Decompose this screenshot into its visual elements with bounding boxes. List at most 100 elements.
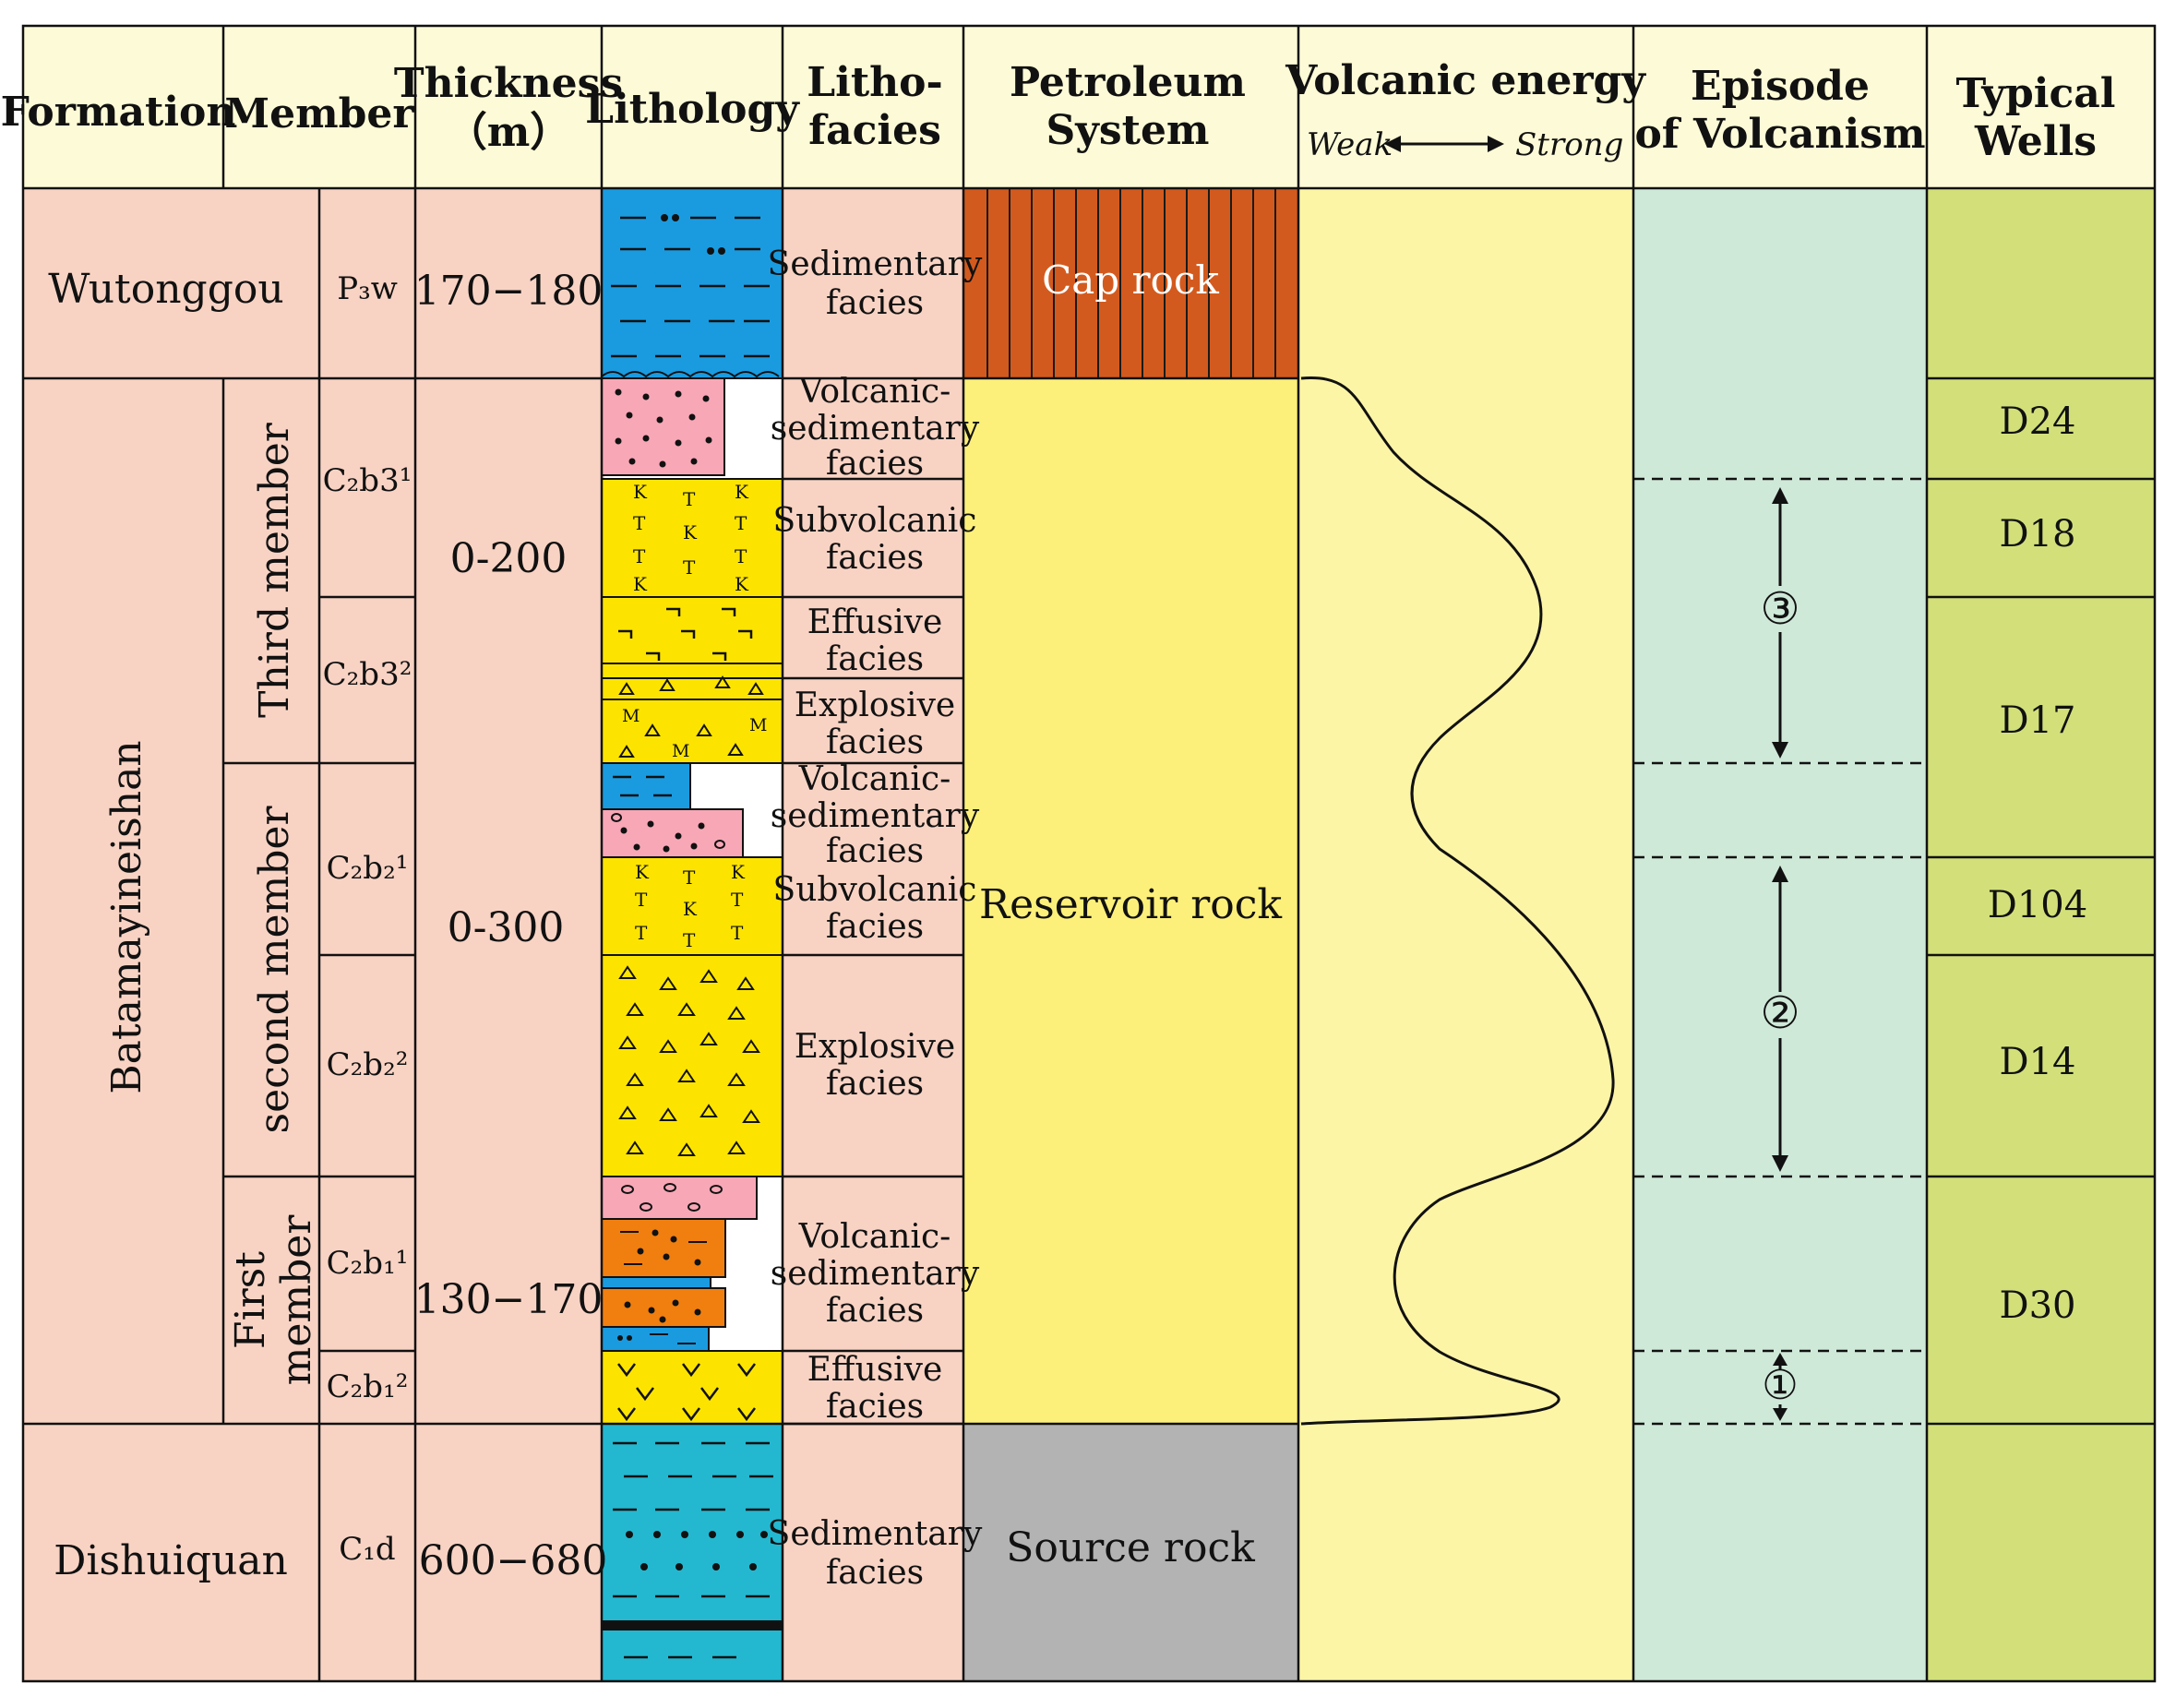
svg-text:M: M xyxy=(672,741,689,761)
header-volcanic-energy: Volcanic energy xyxy=(1285,57,1646,104)
facies-subvolcanic-1-1: Subvolcanic xyxy=(773,502,977,540)
member-second: second member xyxy=(251,806,298,1134)
svg-text:K: K xyxy=(683,898,698,920)
facies-explosive-2-1: Explosive xyxy=(795,1028,955,1066)
source-rock-label: Source rock xyxy=(1006,1524,1255,1571)
background-fills xyxy=(23,26,2155,1681)
svg-text:T: T xyxy=(633,545,646,567)
facies-volc-sed-3-1: Volcanic- xyxy=(798,1218,951,1256)
member-first-2: member xyxy=(273,1214,320,1386)
header-row-bg xyxy=(23,26,2155,188)
well-d18: D18 xyxy=(2000,513,2076,555)
submember-c2b3-1: C₂b3¹ xyxy=(323,462,412,499)
facies-effusive-1-1: Effusive xyxy=(807,603,943,641)
member-first-1: First xyxy=(227,1251,274,1349)
header-thickness-unit: （m） xyxy=(447,109,571,156)
member-third: Third member xyxy=(251,422,298,718)
facies-subvolcanic-1-2: facies xyxy=(826,539,924,577)
svg-text:T: T xyxy=(683,929,696,951)
svg-text:K: K xyxy=(633,573,648,595)
header-petroleum-1: Petroleum xyxy=(1010,59,1246,106)
svg-text:T: T xyxy=(683,488,696,510)
formation-dishuiquan: Dishuiquan xyxy=(54,1537,288,1584)
thickness-dishuiquan: 600−680 xyxy=(419,1537,608,1584)
petroleum-system-labels: Cap rock Reservoir rock Source rock xyxy=(979,257,1282,1571)
reservoir-rock-label: Reservoir rock xyxy=(979,881,1282,928)
svg-text:K: K xyxy=(683,521,698,543)
header-lithology: Lithology xyxy=(585,86,800,133)
volcanic-energy-bg xyxy=(1298,188,1633,1681)
well-d24: D24 xyxy=(2000,400,2076,443)
facies-column-bg xyxy=(783,188,963,1681)
svg-text:K: K xyxy=(731,861,746,883)
well-d17: D17 xyxy=(2000,699,2076,742)
submember-c2b1-2: C₂b₁² xyxy=(327,1368,409,1405)
table-grid xyxy=(21,24,2157,1683)
facies-effusive-1-2: facies xyxy=(826,640,924,678)
svg-text:T: T xyxy=(683,556,696,579)
facies-volc-sed-1-1: Volcanic- xyxy=(798,373,951,411)
code-dishuiquan: C₁d xyxy=(339,1531,395,1568)
thickness-wutonggou: 170−180 xyxy=(414,268,604,315)
header-strong: Strong xyxy=(1515,126,1623,163)
header-row: Formation Member Thickness （m） Lithology… xyxy=(1,57,2116,165)
thickness-first: 130−170 xyxy=(414,1276,604,1323)
reservoir-rock-block xyxy=(963,378,1298,1424)
header-member: Member xyxy=(224,90,414,137)
typical-wells: D24 D18 D17 D104 D14 D30 xyxy=(1988,400,2087,1327)
cap-rock-block xyxy=(963,188,1298,378)
header-formation: Formation xyxy=(1,89,236,136)
facies-effusive-2-2: facies xyxy=(826,1388,924,1426)
episode-1: ① xyxy=(1762,1362,1798,1409)
header-petroleum-2: System xyxy=(1046,107,1210,154)
facies-subvolcanic-2-1: Subvolcanic xyxy=(773,871,977,909)
facies-sedimentary-top-1: Sedimentary xyxy=(768,245,983,283)
volcanic-energy-curve xyxy=(1300,376,1615,1426)
thickness-second: 0-300 xyxy=(448,904,565,951)
header-episode-1: Episode xyxy=(1691,63,1870,110)
svg-text:T: T xyxy=(735,512,747,534)
facies-explosive-2-2: facies xyxy=(826,1065,924,1103)
submember-c2b2-1: C₂b₂¹ xyxy=(327,850,409,887)
submember-c2b1-1: C₂b₁¹ xyxy=(327,1245,409,1282)
svg-text:T: T xyxy=(633,512,646,534)
submember-c2b3-2: C₂b3² xyxy=(323,656,412,693)
facies-sedimentary-bottom-1: Sedimentary xyxy=(768,1515,983,1553)
episode-labels: ③ ② ① xyxy=(1760,583,1799,1409)
svg-text:K: K xyxy=(633,481,648,503)
header-wells-2: Wells xyxy=(1974,118,2097,165)
header-lithofacies-1: Litho- xyxy=(807,59,943,106)
svg-text:T: T xyxy=(735,545,747,567)
formation-area-bg xyxy=(23,188,604,1681)
facies-volc-sed-3-3: facies xyxy=(826,1292,924,1330)
facies-volc-sed-2-1: Volcanic- xyxy=(798,760,951,798)
episode-arrows xyxy=(1772,487,1788,1421)
svg-text:K: K xyxy=(735,573,749,595)
svg-text:T: T xyxy=(731,922,744,944)
facies-explosive-1-2: facies xyxy=(826,723,924,761)
weak-strong-arrow xyxy=(1384,136,1504,152)
facies-volc-sed-1-3: facies xyxy=(826,445,924,483)
cap-rock-label: Cap rock xyxy=(1042,257,1219,303)
thickness-third: 0-200 xyxy=(450,535,568,582)
episode-3: ③ xyxy=(1760,583,1799,635)
facies-volc-sed-2-2: sedimentary xyxy=(771,797,980,835)
facies-subvolcanic-2-2: facies xyxy=(826,908,924,946)
code-wutonggou: P₃w xyxy=(337,270,398,307)
facies-volc-sed-3-2: sedimentary xyxy=(771,1255,980,1293)
svg-text:T: T xyxy=(635,922,648,944)
facies-volc-sed-2-3: facies xyxy=(826,832,924,870)
facies-volc-sed-1-2: sedimentary xyxy=(771,410,980,448)
header-wells-1: Typical xyxy=(1956,70,2116,117)
svg-text:M: M xyxy=(622,706,640,726)
header-weak: Weak xyxy=(1307,126,1393,163)
episode-2: ② xyxy=(1760,987,1799,1039)
svg-text:K: K xyxy=(735,481,749,503)
submember-c2b2-2: C₂b₂² xyxy=(327,1046,409,1083)
lithofacies-labels: Sedimentary facies Volcanic- sedimentary… xyxy=(768,245,983,1592)
cap-rock-stripes xyxy=(986,188,1276,378)
header-thickness: Thickness xyxy=(394,60,623,107)
svg-text:T: T xyxy=(683,866,696,889)
svg-text:M: M xyxy=(749,715,767,735)
